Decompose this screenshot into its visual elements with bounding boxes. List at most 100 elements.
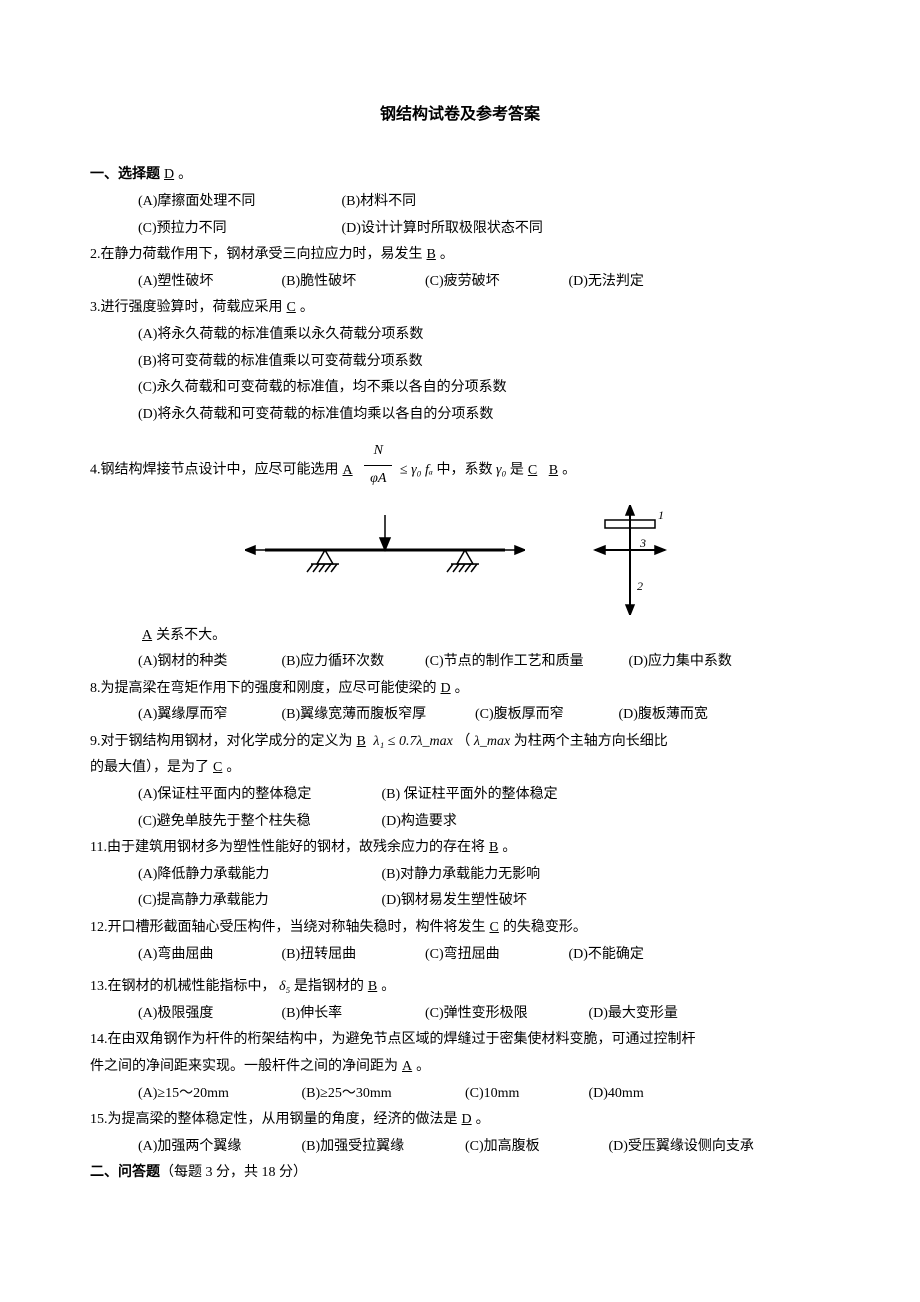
q9-text-a: 9.对于钢结构用钢材，对化学成分的定义为: [90, 734, 353, 749]
q11-optB: (B)对静力承载能力无影响: [382, 862, 541, 889]
q7-blank: A: [138, 628, 156, 643]
q9-blank: B: [353, 734, 370, 749]
q2-options: (A)塑性破坏 (B)脆性破坏 (C)疲劳破坏 (D)无法判定: [90, 269, 830, 296]
q13-optD: (D)最大变形量: [589, 1001, 678, 1028]
q11-blank: B: [485, 840, 502, 855]
q10-options-row1: (A)保证柱平面内的整体稳定 (B) 保证柱平面外的整体稳定: [90, 782, 830, 809]
q4-blank3: B: [545, 463, 562, 478]
q8-optA: (A)翼缘厚而窄: [138, 702, 278, 729]
q4-text-c: 是: [510, 463, 524, 478]
q12-optC: (C)弯扭屈曲: [425, 942, 565, 969]
q13-stem: 13.在钢材的机械性能指标中， δ₅ 是指钢材的B。: [90, 974, 830, 1001]
q10-stem: 的最大值），是为了C。: [90, 755, 830, 782]
q13-optA: (A)极限强度: [138, 1001, 278, 1028]
svg-text:1: 1: [658, 508, 664, 522]
beam-diagram: [245, 505, 525, 585]
q13-delta: δ₅: [279, 979, 290, 994]
section-2-note: （每题 3 分，共 18 分）: [160, 1165, 307, 1180]
q8-text-a: 8.为提高梁在弯矩作用下的强度和刚度，应尽可能使梁的: [90, 681, 437, 696]
q13-text-a: 13.在钢材的机械性能指标中，: [90, 979, 276, 994]
diagram-row: 1 3 2: [90, 505, 830, 615]
section-2-heading: 二、问答题（每题 3 分，共 18 分）: [90, 1160, 830, 1187]
q12-stem: 12.开口槽形截面轴心受压构件，当绕对称轴失稳时，构件将发生C的失稳变形。: [90, 915, 830, 942]
q10-blank: C: [209, 760, 226, 775]
q7-text: 关系不大。: [156, 628, 226, 643]
q3-blank: C: [283, 300, 300, 315]
section-diagram: 1 3 2: [585, 505, 675, 615]
q7-optB: (B)应力循环次数: [282, 649, 422, 676]
q7-optC: (C)节点的制作工艺和质量: [425, 649, 625, 676]
q3-text-b: 。: [300, 300, 314, 315]
q4-blank1: A: [339, 463, 357, 478]
q8-blank: D: [437, 681, 455, 696]
q10-optD: (D)构造要求: [382, 809, 457, 836]
q15-stem: 15.为提高梁的整体稳定性，从用钢量的角度，经济的做法是D。: [90, 1107, 830, 1134]
q1-optB: (B)材料不同: [342, 189, 417, 216]
q13-text-b: 是指钢材的: [294, 979, 364, 994]
q13-blank: B: [364, 979, 381, 994]
q13-options: (A)极限强度 (B)伸长率 (C)弹性变形极限 (D)最大变形量: [90, 1001, 830, 1028]
q9-stem: 9.对于钢结构用钢材，对化学成分的定义为B λ₁ ≤ 0.7λ_max （ λ_…: [90, 729, 830, 756]
q3-stem: 3.进行强度验算时，荷载应采用C。: [90, 295, 830, 322]
q11-optA: (A)降低静力承载能力: [138, 862, 378, 889]
q13-optC: (C)弹性变形极限: [425, 1001, 585, 1028]
q2-optB: (B)脆性破坏: [282, 269, 422, 296]
q9-formula: λ₁ ≤ 0.7λ_max: [373, 734, 453, 749]
q10-optC: (C)避免单肢先于整个柱失稳: [138, 809, 378, 836]
q2-optA: (A)塑性破坏: [138, 269, 278, 296]
q14-line2: 件之间的净间距来实现。一般杆件之间的净间距为A。: [90, 1054, 830, 1081]
q11-stem: 11.由于建筑用钢材多为塑性性能好的钢材，故残余应力的存在将B。: [90, 835, 830, 862]
section-1-heading: 一、选择题D。: [90, 162, 830, 189]
q8-optC: (C)腹板厚而窄: [475, 702, 615, 729]
q7-tail: A关系不大。: [90, 623, 830, 650]
q12-text-b: 的失稳变形。: [503, 920, 587, 935]
q15-text-a: 15.为提高梁的整体稳定性，从用钢量的角度，经济的做法是: [90, 1112, 458, 1127]
q4-text-a: 4.钢结构焊接节点设计中，应尽可能选用: [90, 463, 339, 478]
q14-blank: A: [398, 1059, 416, 1074]
q7-options: (A)钢材的种类 (B)应力循环次数 (C)节点的制作工艺和质量 (D)应力集中…: [90, 649, 830, 676]
q4-frac-bot: φA: [364, 466, 392, 493]
q15-optA: (A)加强两个翼缘: [138, 1134, 298, 1161]
q15-optB: (B)加强受拉翼缘: [302, 1134, 462, 1161]
q11-optD: (D)钢材易发生塑性破坏: [382, 888, 527, 915]
q13-optB: (B)伸长率: [282, 1001, 422, 1028]
q4-frac-rhs: ≤ γ₀ fₐ: [400, 463, 433, 478]
q10-options-row2: (C)避免单肢先于整个柱失稳 (D)构造要求: [90, 809, 830, 836]
q12-optD: (D)不能确定: [569, 942, 644, 969]
page-title: 钢结构试卷及参考答案: [90, 100, 830, 130]
q1-optC: (C)预拉力不同: [138, 216, 338, 243]
q8-options: (A)翼缘厚而窄 (B)翼缘宽薄而腹板窄厚 (C)腹板厚而窄 (D)腹板薄而宽: [90, 702, 830, 729]
q9-text-c: 为柱两个主轴方向长细比: [514, 734, 668, 749]
q12-text-a: 12.开口槽形截面轴心受压构件，当绕对称轴失稳时，构件将发生: [90, 920, 486, 935]
q11-options-row2: (C)提高静力承载能力 (D)钢材易发生塑性破坏: [90, 888, 830, 915]
svg-text:2: 2: [637, 579, 643, 593]
q1-optD: (D)设计计算时所取极限状态不同: [342, 216, 543, 243]
q15-options: (A)加强两个翼缘 (B)加强受拉翼缘 (C)加高腹板 (D)受压翼缘设侧向支承: [90, 1134, 830, 1161]
q10-text-a: 的最大值），是为了: [90, 760, 209, 775]
q10-optA: (A)保证柱平面内的整体稳定: [138, 782, 378, 809]
q11-text-a: 11.由于建筑用钢材多为塑性性能好的钢材，故残余应力的存在将: [90, 840, 485, 855]
q8-optB: (B)翼缘宽薄而腹板窄厚: [282, 702, 472, 729]
q10-text-b: 。: [226, 760, 240, 775]
q14-optB: (B)≥25～30mm: [302, 1081, 462, 1108]
q11-options-row1: (A)降低静力承载能力 (B)对静力承载能力无影响: [90, 862, 830, 889]
q14-line2b: 。: [416, 1059, 430, 1074]
q15-optC: (C)加高腹板: [465, 1134, 605, 1161]
q4-frac-top: N: [364, 438, 392, 466]
q1-options-row1: (A)摩擦面处理不同 (B)材料不同: [90, 189, 830, 216]
q4-stem: 4.钢结构焊接节点设计中，应尽可能选用A N φA ≤ γ₀ fₐ 中，系数 γ…: [90, 438, 830, 492]
section-1-label: 一、选择题: [90, 167, 160, 182]
q9-text-b: （: [456, 734, 470, 749]
q4-blank2: C: [524, 463, 541, 478]
q1-options-row2: (C)预拉力不同 (D)设计计算时所取极限状态不同: [90, 216, 830, 243]
q14-options: (A)≥15～20mm (B)≥25～30mm (C)10mm (D)40mm: [90, 1081, 830, 1108]
q3-text-a: 3.进行强度验算时，荷载应采用: [90, 300, 283, 315]
q12-optA: (A)弯曲屈曲: [138, 942, 278, 969]
q8-stem: 8.为提高梁在弯矩作用下的强度和刚度，应尽可能使梁的D。: [90, 676, 830, 703]
section-2-label: 二、问答题: [90, 1165, 160, 1180]
q10-optB: (B) 保证柱平面外的整体稳定: [382, 782, 558, 809]
q12-blank: C: [486, 920, 503, 935]
q7-optD: (D)应力集中系数: [629, 649, 732, 676]
q2-optC: (C)疲劳破坏: [425, 269, 565, 296]
q15-optD: (D)受压翼缘设侧向支承: [609, 1134, 754, 1161]
